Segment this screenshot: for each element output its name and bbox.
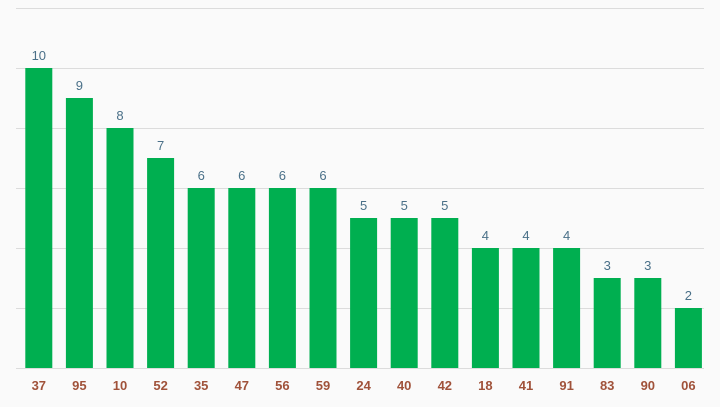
bar-59 <box>309 188 337 368</box>
x-tick-label-37: 37 <box>32 378 46 393</box>
data-label-18: 4 <box>482 228 489 243</box>
data-label-83: 3 <box>604 258 611 273</box>
bar-series <box>25 68 702 368</box>
x-tick-label-52: 52 <box>153 378 167 393</box>
x-tick-label-40: 40 <box>397 378 411 393</box>
x-tick-label-90: 90 <box>641 378 655 393</box>
bar-10 <box>106 128 134 368</box>
x-tick-label-56: 56 <box>275 378 289 393</box>
bar-24 <box>350 218 378 368</box>
x-tick-label-42: 42 <box>438 378 452 393</box>
data-label-52: 7 <box>157 138 164 153</box>
data-label-95: 9 <box>76 78 83 93</box>
data-label-37: 10 <box>32 48 46 63</box>
bar-42 <box>431 218 459 368</box>
x-tick-label-18: 18 <box>478 378 492 393</box>
x-tick-label-10: 10 <box>113 378 127 393</box>
x-tick-label-91: 91 <box>559 378 573 393</box>
x-tick-label-47: 47 <box>235 378 249 393</box>
data-label-59: 6 <box>319 168 326 183</box>
bar-35 <box>187 188 215 368</box>
bar-95 <box>65 98 93 368</box>
bar-83 <box>593 278 621 368</box>
bar-40 <box>390 218 418 368</box>
data-label-90: 3 <box>644 258 651 273</box>
bar-47 <box>228 188 256 368</box>
data-label-56: 6 <box>279 168 286 183</box>
x-tick-label-41: 41 <box>519 378 533 393</box>
data-label-35: 6 <box>198 168 205 183</box>
bar-41 <box>512 248 540 368</box>
data-label-91: 4 <box>563 228 570 243</box>
data-label-42: 5 <box>441 198 448 213</box>
data-labels: 10 9 8 7 6 6 6 6 5 5 5 4 4 4 3 3 2 <box>32 48 692 303</box>
bar-91 <box>553 248 581 368</box>
data-label-10: 8 <box>116 108 123 123</box>
bar-52 <box>147 158 175 368</box>
bar-90 <box>634 278 662 368</box>
data-label-06: 2 <box>685 288 692 303</box>
x-tick-label-95: 95 <box>72 378 86 393</box>
x-tick-label-83: 83 <box>600 378 614 393</box>
data-label-24: 5 <box>360 198 367 213</box>
data-label-41: 4 <box>522 228 529 243</box>
x-tick-label-35: 35 <box>194 378 208 393</box>
x-tick-label-06: 06 <box>681 378 695 393</box>
data-label-40: 5 <box>401 198 408 213</box>
bar-06 <box>674 308 702 368</box>
bar-18 <box>471 248 499 368</box>
data-label-47: 6 <box>238 168 245 183</box>
x-axis-tick-labels: 37 95 10 52 35 47 56 59 24 40 42 18 41 91 83 90 06 <box>32 378 696 393</box>
bar-37 <box>25 68 53 368</box>
x-tick-label-24: 24 <box>356 378 371 393</box>
x-tick-label-59: 59 <box>316 378 330 393</box>
bar-56 <box>268 188 296 368</box>
